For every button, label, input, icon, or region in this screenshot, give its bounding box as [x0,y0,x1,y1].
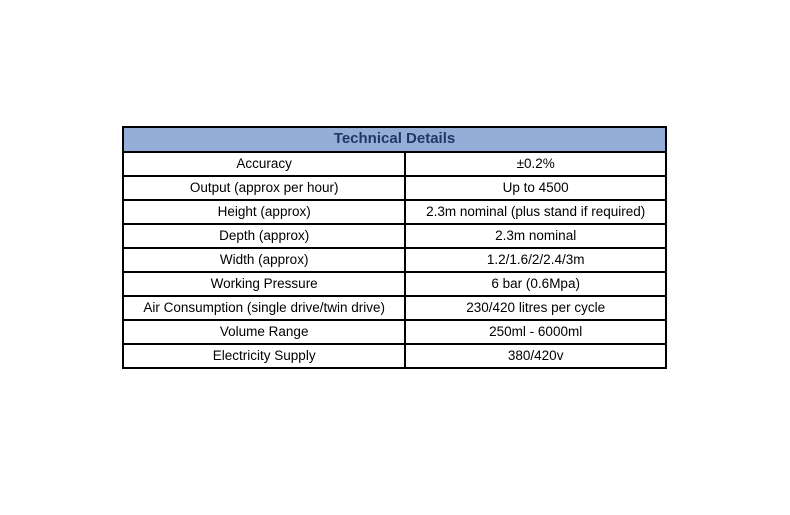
table-row: Air Consumption (single drive/twin drive… [121,295,667,321]
table-row: Depth (approx) 2.3m nominal [121,223,667,249]
table-row: Working Pressure 6 bar (0.6Mpa) [121,271,667,297]
table-row: Electricity Supply 380/420v [121,343,667,369]
table-title: Technical Details [122,126,667,153]
table-row: Output (approx per hour) Up to 4500 [121,175,667,201]
row-label: Output (approx per hour) [121,175,407,201]
row-label: Depth (approx) [121,223,407,249]
row-value: 6 bar (0.6Mpa) [404,271,667,297]
row-value: 2.3m nominal [404,223,667,249]
row-value: 380/420v [404,343,667,369]
row-value: 250ml - 6000ml [404,319,667,345]
technical-details-table: Technical Details Accuracy ±0.2% Output … [121,126,667,369]
row-value: 2.3m nominal (plus stand if required) [404,199,667,225]
row-label: Electricity Supply [121,343,407,369]
row-label: Accuracy [121,151,407,177]
table-row: Height (approx) 2.3m nominal (plus stand… [121,199,667,225]
table-row: Volume Range 250ml - 6000ml [121,319,667,345]
row-label: Width (approx) [121,247,407,273]
row-value: Up to 4500 [404,175,667,201]
table-row: Width (approx) 1.2/1.6/2/2.4/3m [121,247,667,273]
row-value: ±0.2% [404,151,667,177]
row-value: 230/420 litres per cycle [404,295,667,321]
row-label: Working Pressure [121,271,407,297]
row-value: 1.2/1.6/2/2.4/3m [404,247,667,273]
row-label: Height (approx) [121,199,407,225]
table-header-row: Technical Details [122,126,667,153]
table-row: Accuracy ±0.2% [121,151,667,177]
row-label: Volume Range [121,319,407,345]
row-label: Air Consumption (single drive/twin drive… [121,295,407,321]
